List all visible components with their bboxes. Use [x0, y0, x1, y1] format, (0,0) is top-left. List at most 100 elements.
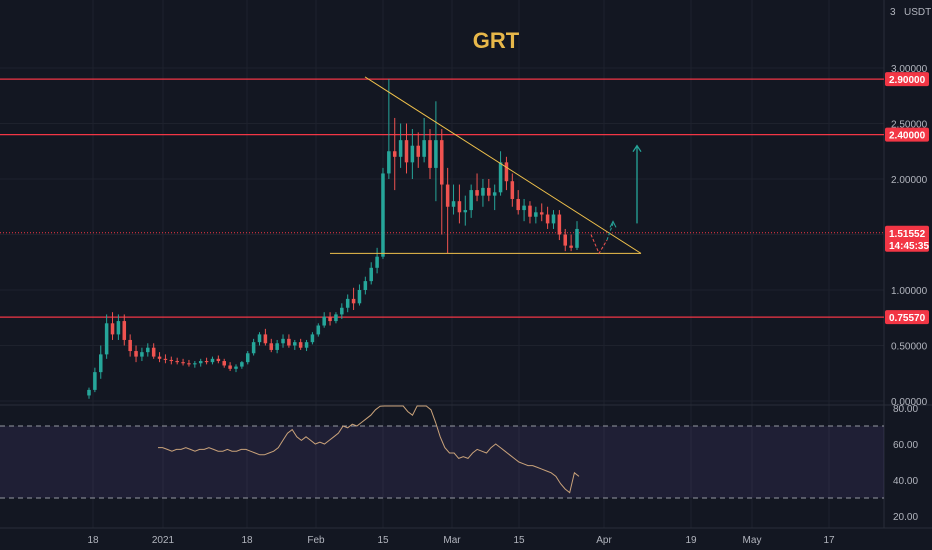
triangle-upper-trendline[interactable]: [364, 76, 642, 254]
time-tick-label: 19: [685, 535, 697, 546]
chart-title: GRT: [473, 28, 520, 53]
projection-down[interactable]: [590, 234, 608, 255]
candle: [369, 267, 373, 282]
candle: [522, 205, 526, 211]
level-badge[interactable]: [885, 310, 929, 325]
candle: [146, 347, 150, 353]
time-tick-label: Mar: [443, 535, 461, 546]
price-tick-label: 2.50000: [891, 120, 928, 131]
candle: [151, 347, 156, 357]
candle: [392, 151, 397, 157]
candle: [234, 366, 238, 369]
price-axis[interactable]: 3.00000 2.50000 2.00000 1.00000 0.50000 0.000…: [885, 64, 929, 523]
candle: [428, 140, 432, 168]
candle: [116, 321, 121, 335]
candle: [298, 342, 303, 348]
candle: [228, 365, 232, 369]
projection-up[interactable]: [606, 223, 614, 241]
candle: [198, 361, 203, 364]
candle: [204, 361, 209, 363]
candle: [410, 145, 415, 163]
level-badge-label: 2.40000: [889, 131, 926, 142]
candle: [463, 210, 468, 213]
candle: [363, 281, 368, 290]
candlestick-series: [87, 79, 579, 399]
candle: [375, 256, 379, 268]
candle: [357, 290, 362, 304]
candle: [340, 307, 344, 315]
candle: [328, 316, 332, 322]
candle: [269, 343, 274, 350]
candle: [157, 356, 162, 359]
rsi-tick-label: 80.00: [893, 404, 918, 415]
time-tick-label: 15: [513, 535, 525, 546]
price-tick-label: 0.00000: [891, 397, 928, 408]
candle: [257, 334, 262, 343]
candle: [510, 181, 515, 199]
time-axis[interactable]: 18 2021 18 Feb 15 Mar 15 Apr 19 May 17: [87, 535, 835, 546]
candle: [516, 198, 520, 211]
candle: [334, 314, 338, 322]
candle: [575, 228, 579, 248]
rsi-tick-label: 40.00: [893, 476, 918, 487]
time-tick-label: 17: [823, 535, 835, 546]
candle: [163, 358, 168, 360]
candle: [457, 201, 462, 213]
candle: [175, 361, 179, 363]
candle: [281, 338, 285, 344]
rsi-tick-label: 20.00: [893, 512, 918, 523]
price-tick-label: 2.00000: [891, 175, 928, 186]
candle: [210, 358, 215, 363]
candle: [240, 362, 244, 367]
time-tick-label: Apr: [596, 535, 612, 546]
candle: [110, 323, 115, 335]
level-badge[interactable]: [885, 127, 929, 142]
grid-lines: [0, 0, 932, 529]
candle: [345, 298, 350, 308]
candle: [539, 212, 544, 215]
candle: [187, 363, 191, 365]
candle: [475, 190, 479, 196]
candle: [398, 140, 403, 157]
rsi-series: [158, 405, 580, 494]
candle: [98, 354, 103, 373]
candle: [293, 342, 297, 346]
time-tick-label: Feb: [307, 535, 325, 546]
candle: [222, 361, 226, 366]
time-tick-label: 18: [87, 535, 99, 546]
candle: [498, 162, 503, 193]
price-tick-label: 0.50000: [891, 342, 928, 353]
candle: [469, 190, 473, 211]
small-arrow-head: [609, 220, 617, 228]
time-tick-label: May: [743, 535, 762, 546]
candle: [381, 173, 385, 257]
scale-label[interactable]: 3: [890, 7, 896, 18]
candle: [551, 214, 556, 224]
candle: [416, 145, 421, 157]
candle: [251, 342, 256, 354]
candle: [322, 316, 326, 326]
candle: [445, 184, 450, 207]
candle: [451, 201, 456, 207]
time-tick-label: 2021: [152, 535, 175, 546]
candle: [545, 214, 550, 224]
level-badge-label: 2.90000: [889, 75, 926, 86]
candle: [287, 338, 291, 346]
currency-label[interactable]: USDT: [904, 7, 931, 18]
rsi-line: [158, 405, 580, 494]
candle: [169, 359, 174, 362]
drawing-tools: [330, 76, 642, 255]
candle: [440, 140, 444, 185]
last-price-badge[interactable]: [885, 225, 929, 252]
level-badge[interactable]: [885, 72, 929, 87]
time-tick-label: 15: [377, 535, 389, 546]
rsi-panel: [0, 425, 884, 499]
candle: [434, 140, 438, 168]
candle: [216, 358, 221, 362]
candle: [275, 343, 279, 350]
candle: [404, 140, 409, 163]
candle: [128, 339, 132, 352]
candle: [504, 162, 509, 182]
candle: [316, 325, 321, 335]
